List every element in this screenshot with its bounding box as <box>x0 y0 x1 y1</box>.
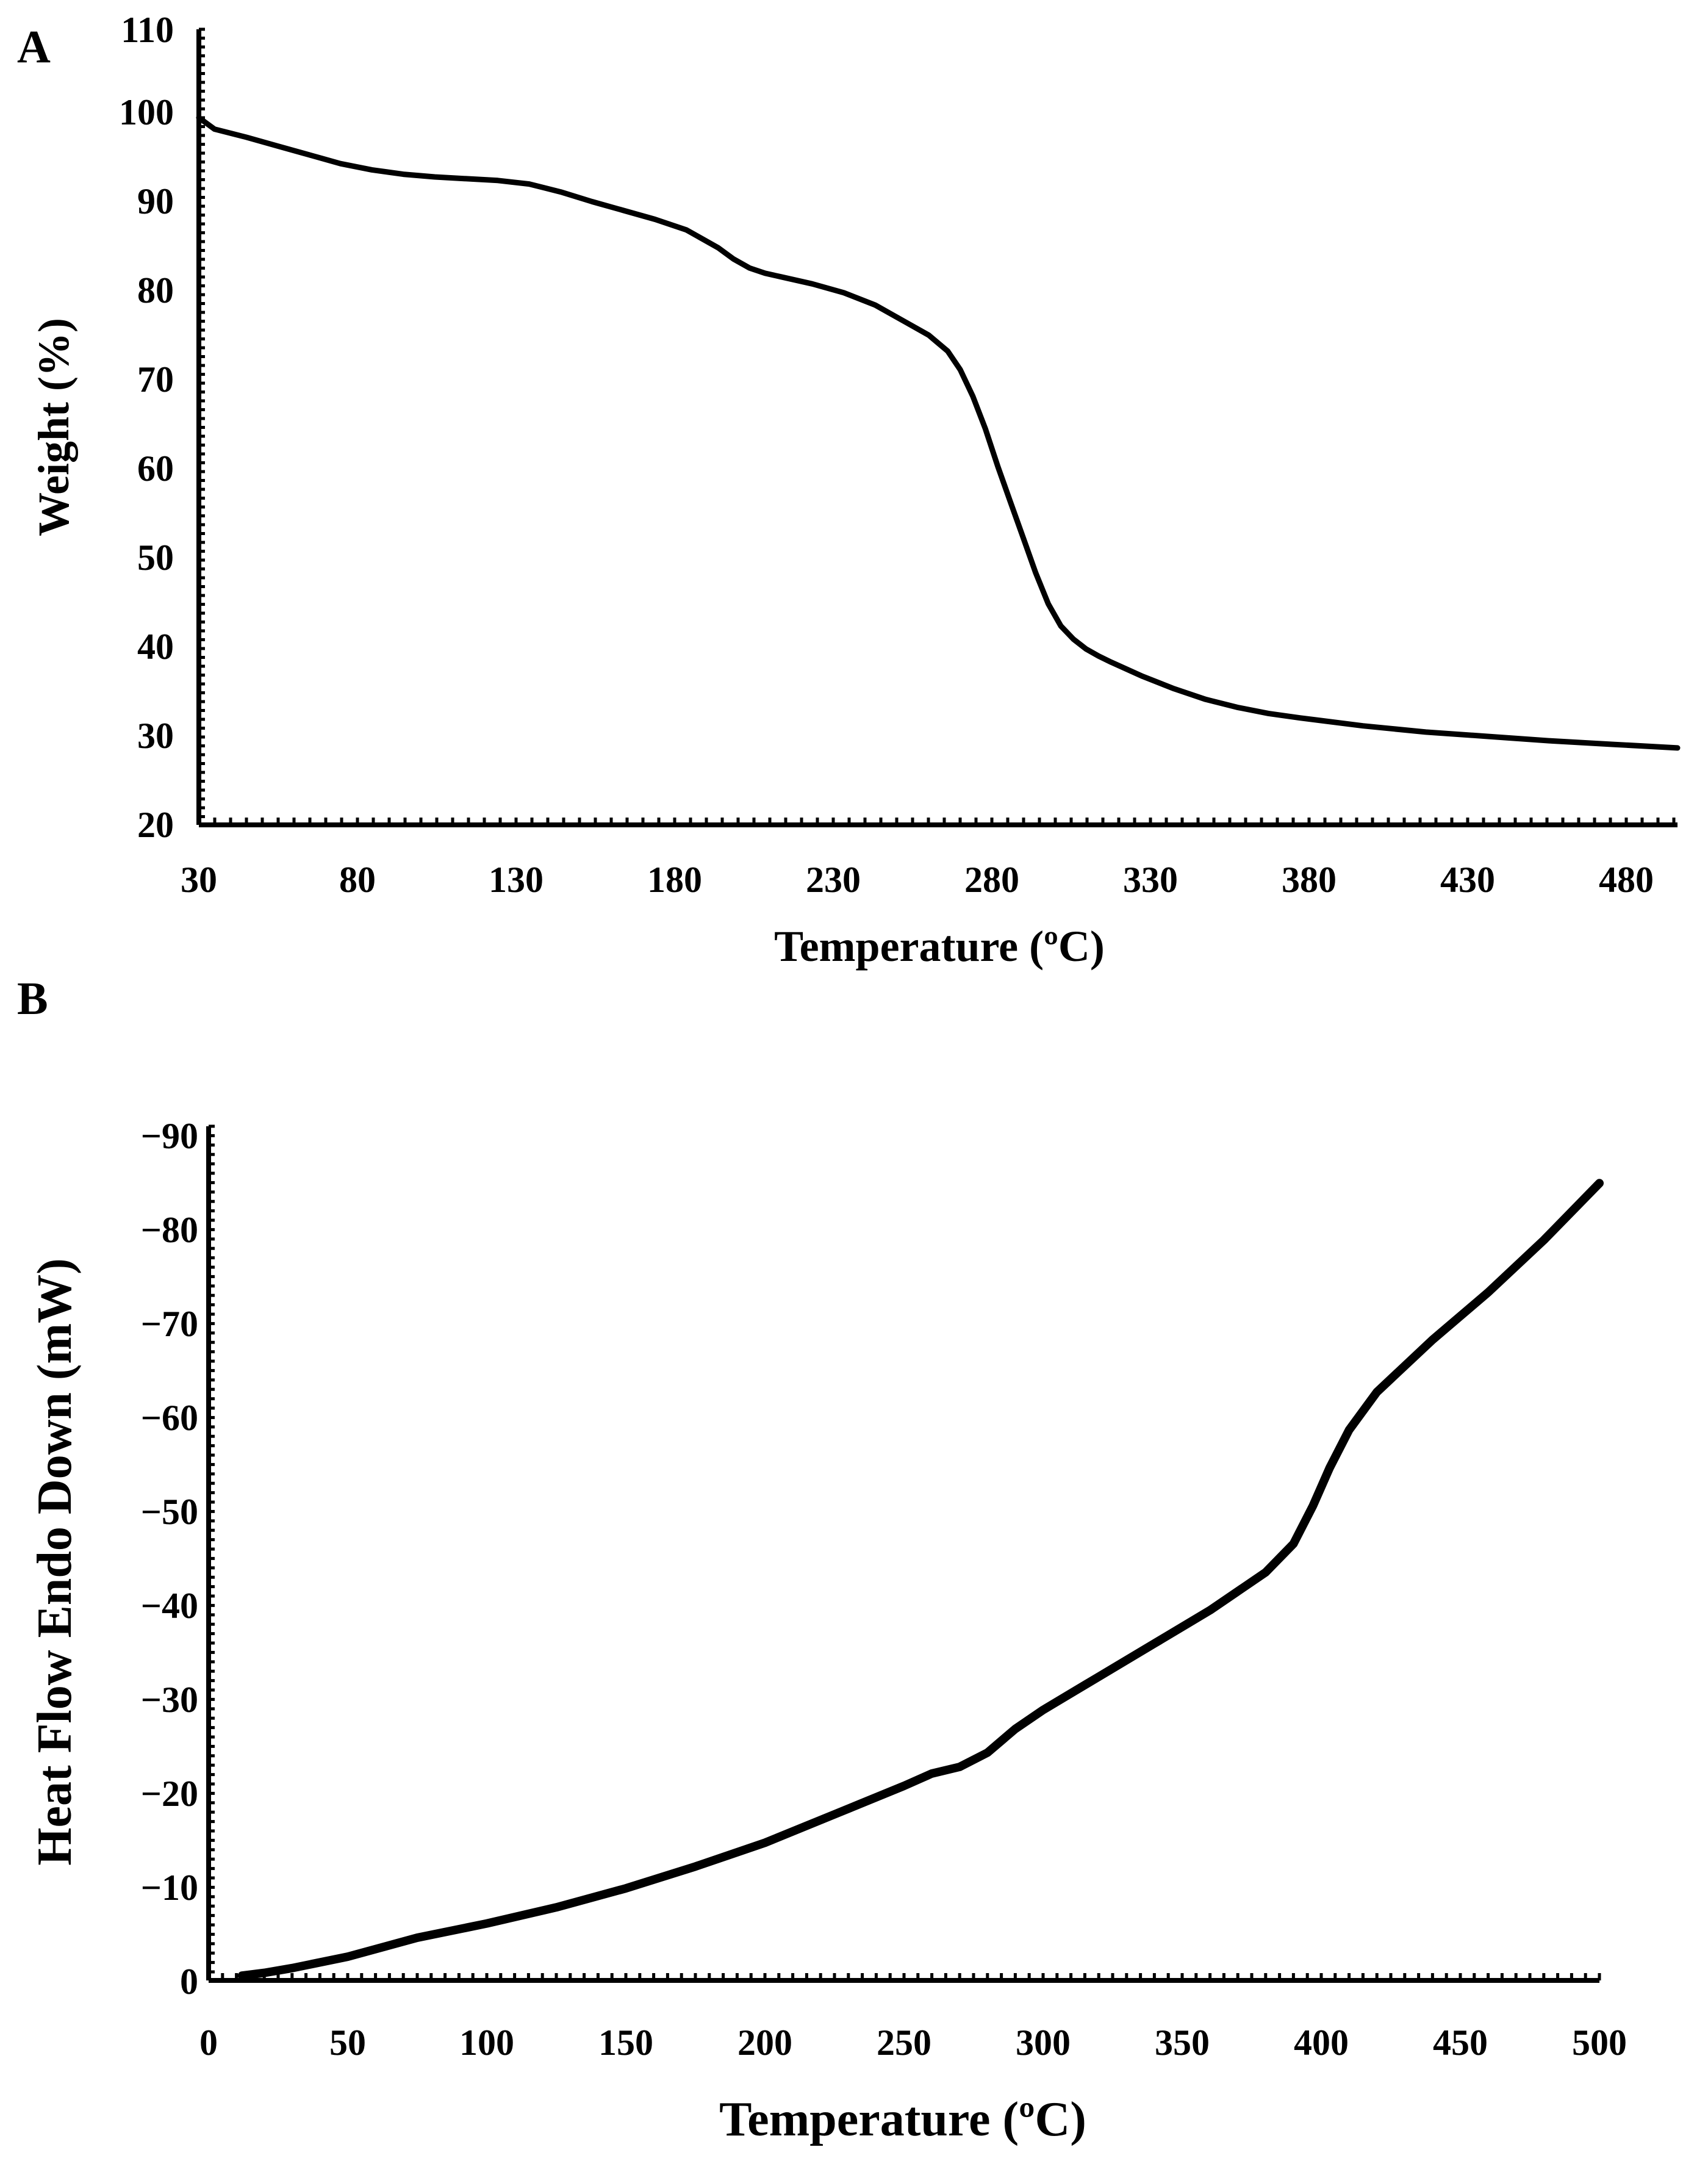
panel-b-x-tick-label: 100 <box>459 2023 514 2063</box>
panel-a-y-tick-label: 80 <box>137 270 174 311</box>
panel-a-y-tick-label: 40 <box>137 627 174 667</box>
panel-a-y-tick-labels: 20 30 40 50 60 70 80 90 100 110 <box>119 10 174 845</box>
panel-b-x-tick-label: 250 <box>877 2023 931 2063</box>
panel-a-x-axis-title: Temperature (ºC) <box>774 922 1105 971</box>
panel-a-tga-chart: A 20 30 40 50 60 70 80 90 100 110 30 80 … <box>17 10 1681 971</box>
panel-a-y-tick-label: 20 <box>137 805 174 845</box>
panel-b-y-tick-label: −20 <box>141 1774 198 1814</box>
panel-b-x-tick-label: 150 <box>598 2023 653 2063</box>
panel-b-y-tick-label: −30 <box>141 1680 198 1720</box>
panel-a-y-tick-label: 90 <box>137 181 174 221</box>
panel-b-y-tick-label: −60 <box>141 1398 198 1438</box>
panel-a-y-tick-label: 60 <box>137 448 174 489</box>
panel-b-y-tick-label: −80 <box>141 1210 198 1250</box>
panel-a-x-tick-labels: 30 80 130 180 230 280 330 380 430 480 <box>181 860 1654 900</box>
panel-b-minor-ticks <box>207 1124 1601 1980</box>
panel-b-x-tick-label: 400 <box>1294 2023 1349 2063</box>
panel-a-minor-ticks <box>197 27 1676 825</box>
panel-a-x-tick-label: 80 <box>339 860 376 900</box>
panel-b-y-axis-title: Heat Flow Endo Down (mW) <box>28 1258 82 1866</box>
panel-b-y-tick-label: 0 <box>180 1962 198 2002</box>
panel-a-y-tick-label: 70 <box>137 359 174 400</box>
panel-b-y-tick-label: −40 <box>141 1586 198 1626</box>
panel-a-x-tick-label: 330 <box>1123 860 1178 900</box>
panel-b-x-tick-label: 200 <box>737 2023 792 2063</box>
panel-b-x-tick-label: 500 <box>1572 2023 1627 2063</box>
panel-b-x-tick-label: 300 <box>1016 2023 1071 2063</box>
panel-a-x-tick-label: 180 <box>647 860 702 900</box>
panel-a-x-tick-label: 30 <box>181 860 217 900</box>
panel-a-weight-curve <box>196 115 1681 751</box>
panel-b-dsc-chart: B 0 −10 −20 −30 −40 −50 −60 −70 −80 −90 … <box>17 973 1627 2146</box>
panel-a-label: A <box>17 21 51 73</box>
panel-b-heat-flow-curve <box>237 1179 1604 1980</box>
panel-a-y-tick-label: 100 <box>119 92 174 132</box>
panel-b-y-tick-label: −70 <box>141 1304 198 1344</box>
panel-b-x-tick-label: 50 <box>329 2023 366 2063</box>
panel-a-x-tick-label: 280 <box>964 860 1019 900</box>
panel-b-y-tick-labels: 0 −10 −20 −30 −40 −50 −60 −70 −80 −90 <box>141 1116 198 2002</box>
panel-a-x-tick-label: 130 <box>489 860 544 900</box>
panel-a-x-tick-label: 430 <box>1440 860 1495 900</box>
panel-b-y-tick-label: −50 <box>141 1492 198 1532</box>
panel-b-x-tick-label: 450 <box>1433 2023 1488 2063</box>
panel-a-y-tick-label: 30 <box>137 716 174 756</box>
panel-b-y-tick-label: −10 <box>141 1868 198 1908</box>
panel-b-x-tick-labels: 0 50 100 150 200 250 300 350 400 450 500 <box>199 2023 1627 2063</box>
panel-b-y-tick-label: −90 <box>141 1116 198 1156</box>
panel-b-x-tick-label: 0 <box>199 2023 218 2063</box>
panel-b-x-tick-label: 350 <box>1155 2023 1210 2063</box>
panel-b-label: B <box>17 973 48 1024</box>
panel-a-x-tick-label: 480 <box>1599 860 1654 900</box>
panel-b-x-axis-title: Temperature (ºC) <box>719 2093 1086 2146</box>
panel-a-y-axis-title: Weight (%) <box>29 318 78 536</box>
panel-a-x-tick-label: 380 <box>1282 860 1337 900</box>
panel-a-x-tick-label: 230 <box>806 860 861 900</box>
panel-a-y-tick-label: 50 <box>137 538 174 578</box>
panel-a-y-tick-label: 110 <box>121 10 174 50</box>
